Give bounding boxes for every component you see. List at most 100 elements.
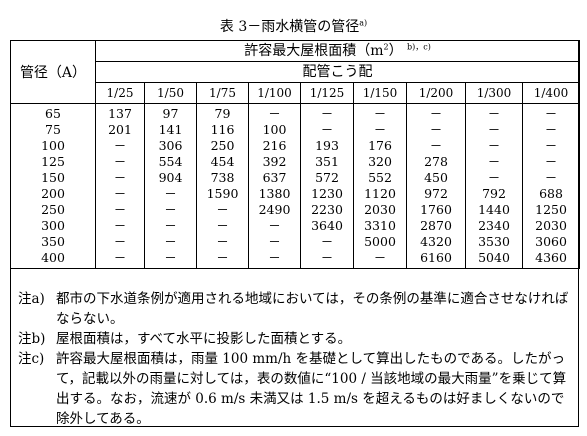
footnotes: 注a) 都市の下水道条例が適用される地域においては，その条例の基準に適合させなけれ…	[18, 289, 573, 429]
slope-header-cell: 1/200	[406, 82, 466, 104]
area-value-cell: 97	[144, 103, 197, 122]
area-value-cell: 278	[406, 154, 466, 170]
slope-header: 配管こう配	[94, 61, 581, 83]
diameter-cell: 100	[10, 138, 96, 154]
area-value-cell: －	[406, 103, 466, 122]
area-value-cell: 216	[248, 138, 301, 154]
area-value-cell: 5000	[353, 234, 407, 250]
slope-header-cell: 1/50	[144, 82, 197, 104]
area-value-cell: 392	[248, 154, 301, 170]
caption-footnote-mark: a)	[359, 18, 368, 28]
area-value-cell: －	[95, 170, 145, 186]
footnote: 注c) 許容最大屋根面積は，雨量 100 mm/h を基礎として算出したものである…	[18, 349, 573, 429]
area-value-cell: －	[248, 218, 301, 234]
area-value-cell: 3310	[353, 218, 407, 234]
table-row: 125 － 554 454 392 351 320 278 －－	[10, 154, 581, 170]
area-value-cell: －	[300, 122, 354, 138]
area-value-cell: －	[521, 138, 581, 154]
area-value-cell: －	[144, 186, 197, 202]
area-value-cell: 1380	[248, 186, 301, 202]
area-value-cell: －	[196, 250, 249, 269]
area-value-cell: －	[406, 138, 466, 154]
area-value-cell: 1230	[300, 186, 354, 202]
footnote-label: 注a)	[18, 291, 45, 307]
area-value-cell: －	[465, 103, 523, 122]
table-row: 250 －－－ 2490 2230 2030 1760 1440 1250	[10, 202, 581, 218]
area-value-cell: －	[521, 170, 581, 186]
area-value-cell: 2030	[353, 202, 407, 218]
diameter-cell: 65	[10, 103, 96, 122]
area-value-cell: 1760	[406, 202, 466, 218]
area-value-cell: 4320	[406, 234, 466, 250]
diameter-cell: 150	[10, 170, 96, 186]
area-value-cell: －	[521, 154, 581, 170]
area-value-cell: －	[465, 122, 523, 138]
area-value-cell: 688	[521, 186, 581, 202]
area-value-cell: －	[465, 154, 523, 170]
table-row: 200 －－ 1590 1380 1230 1120 972 792 688	[10, 186, 581, 202]
area-value-cell: 5040	[465, 250, 523, 269]
diameter-cell: 350	[10, 234, 96, 250]
footnote-label: 注c)	[18, 351, 45, 367]
area-value-cell: 3640	[300, 218, 354, 234]
area-value-cell: 193	[300, 138, 354, 154]
area-value-cell: 6160	[406, 250, 466, 269]
area-value-cell: －	[353, 122, 407, 138]
area-value-cell: 637	[248, 170, 301, 186]
area-value-cell: 738	[196, 170, 249, 186]
area-value-cell: －	[521, 122, 581, 138]
table-row: 400 －－－－－－ 6160 5040 4360	[10, 250, 581, 269]
area-value-cell: 2870	[406, 218, 466, 234]
diameter-cell: 200	[10, 186, 96, 202]
area-value-cell: －	[95, 218, 145, 234]
area-value-cell: －	[300, 250, 354, 269]
area-value-cell: 3060	[521, 234, 581, 250]
footnote-text: 許容最大屋根面積は，雨量 100 mm/h を基礎として算出したものである。した…	[56, 351, 567, 427]
area-value-cell: 116	[196, 122, 249, 138]
area-value-cell: －	[144, 218, 197, 234]
area-value-cell: 4360	[521, 250, 581, 269]
caption-text: 表 3－雨水横管の管径	[219, 19, 360, 35]
area-value-cell: 552	[353, 170, 407, 186]
area-value-cell: 2340	[465, 218, 523, 234]
area-value-cell: 351	[300, 154, 354, 170]
area-value-cell: －	[300, 234, 354, 250]
area-value-cell: －	[95, 250, 145, 269]
area-value-cell: 2230	[300, 202, 354, 218]
area-value-cell: 1250	[521, 202, 581, 218]
area-value-cell: 201	[95, 122, 145, 138]
area-value-cell: －	[196, 218, 249, 234]
area-value-cell: 306	[144, 138, 197, 154]
area-value-cell: 2490	[248, 202, 301, 218]
footnote: 注a) 都市の下水道条例が適用される地域においては，その条例の基準に適合させなけれ…	[18, 289, 573, 329]
diameter-cell: 250	[10, 202, 96, 218]
area-value-cell: 141	[144, 122, 197, 138]
table-row: 75 201 141 116 100 －－－－－	[10, 122, 581, 138]
diameter-header: 管径（A）	[10, 40, 96, 104]
footnote: 注b) 屋根面積は，すべて水平に投影した面積とする。	[18, 329, 573, 349]
area-header-text: 許容最大屋根面積（m	[244, 43, 384, 59]
area-value-cell: －	[144, 202, 197, 218]
area-value-cell: 79	[196, 103, 249, 122]
table-body: 65 137 97 79 －－－－－－ 75 201 141 116 100 －－－－－ 100 － 30…	[10, 103, 581, 269]
slope-header-cell: 1/400	[521, 82, 581, 104]
area-value-cell: 792	[465, 186, 523, 202]
area-value-cell: 554	[144, 154, 197, 170]
slope-header-cell: 1/300	[465, 82, 523, 104]
area-value-cell: －	[521, 103, 581, 122]
footnote-text: 都市の下水道条例が適用される地域においては，その条例の基準に適合させなければなら…	[56, 291, 569, 327]
footnote-label: 注b)	[18, 331, 46, 347]
area-value-cell: 972	[406, 186, 466, 202]
area-value-cell: 176	[353, 138, 407, 154]
diameter-cell: 125	[10, 154, 96, 170]
area-value-cell: －	[196, 202, 249, 218]
area-value-cell: －	[196, 234, 249, 250]
area-value-cell: －	[95, 234, 145, 250]
area-value-cell: －	[95, 202, 145, 218]
area-value-cell: －	[95, 154, 145, 170]
area-value-cell: 3530	[465, 234, 523, 250]
slope-header-cell: 1/125	[300, 82, 354, 104]
slope-header-cell: 1/75	[196, 82, 249, 104]
area-value-cell: －	[248, 234, 301, 250]
